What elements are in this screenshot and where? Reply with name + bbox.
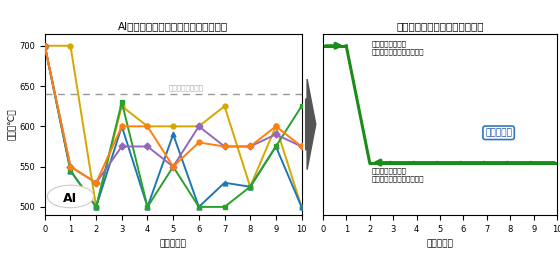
Text: 成長を抑えつつ体積率向上: 成長を抑えつつ体積率向上 [372, 176, 424, 182]
X-axis label: 時間（分）: 時間（分） [160, 239, 186, 248]
Text: 従来の等温熱処理: 従来の等温熱処理 [169, 84, 203, 91]
Title: 材料研究者がエッセンスを抽出: 材料研究者がエッセンスを抽出 [396, 21, 484, 32]
Text: 最適サイズまで析出物成長: 最適サイズまで析出物成長 [372, 48, 424, 55]
Title: AIが発見した優れたパターン（抜粋）: AIが発見した優れたパターン（抜粋） [118, 21, 228, 32]
Text: 材料研究者: 材料研究者 [485, 128, 512, 137]
Text: 一段：高温短時間: 一段：高温短時間 [372, 40, 407, 47]
Text: 二段：低温長時間: 二段：低温長時間 [372, 167, 407, 174]
Ellipse shape [48, 185, 94, 208]
X-axis label: 時間（分）: 時間（分） [427, 239, 454, 248]
Text: AI: AI [63, 192, 77, 205]
Y-axis label: 温度（℃）: 温度（℃） [7, 109, 16, 140]
FancyArrow shape [306, 79, 316, 170]
